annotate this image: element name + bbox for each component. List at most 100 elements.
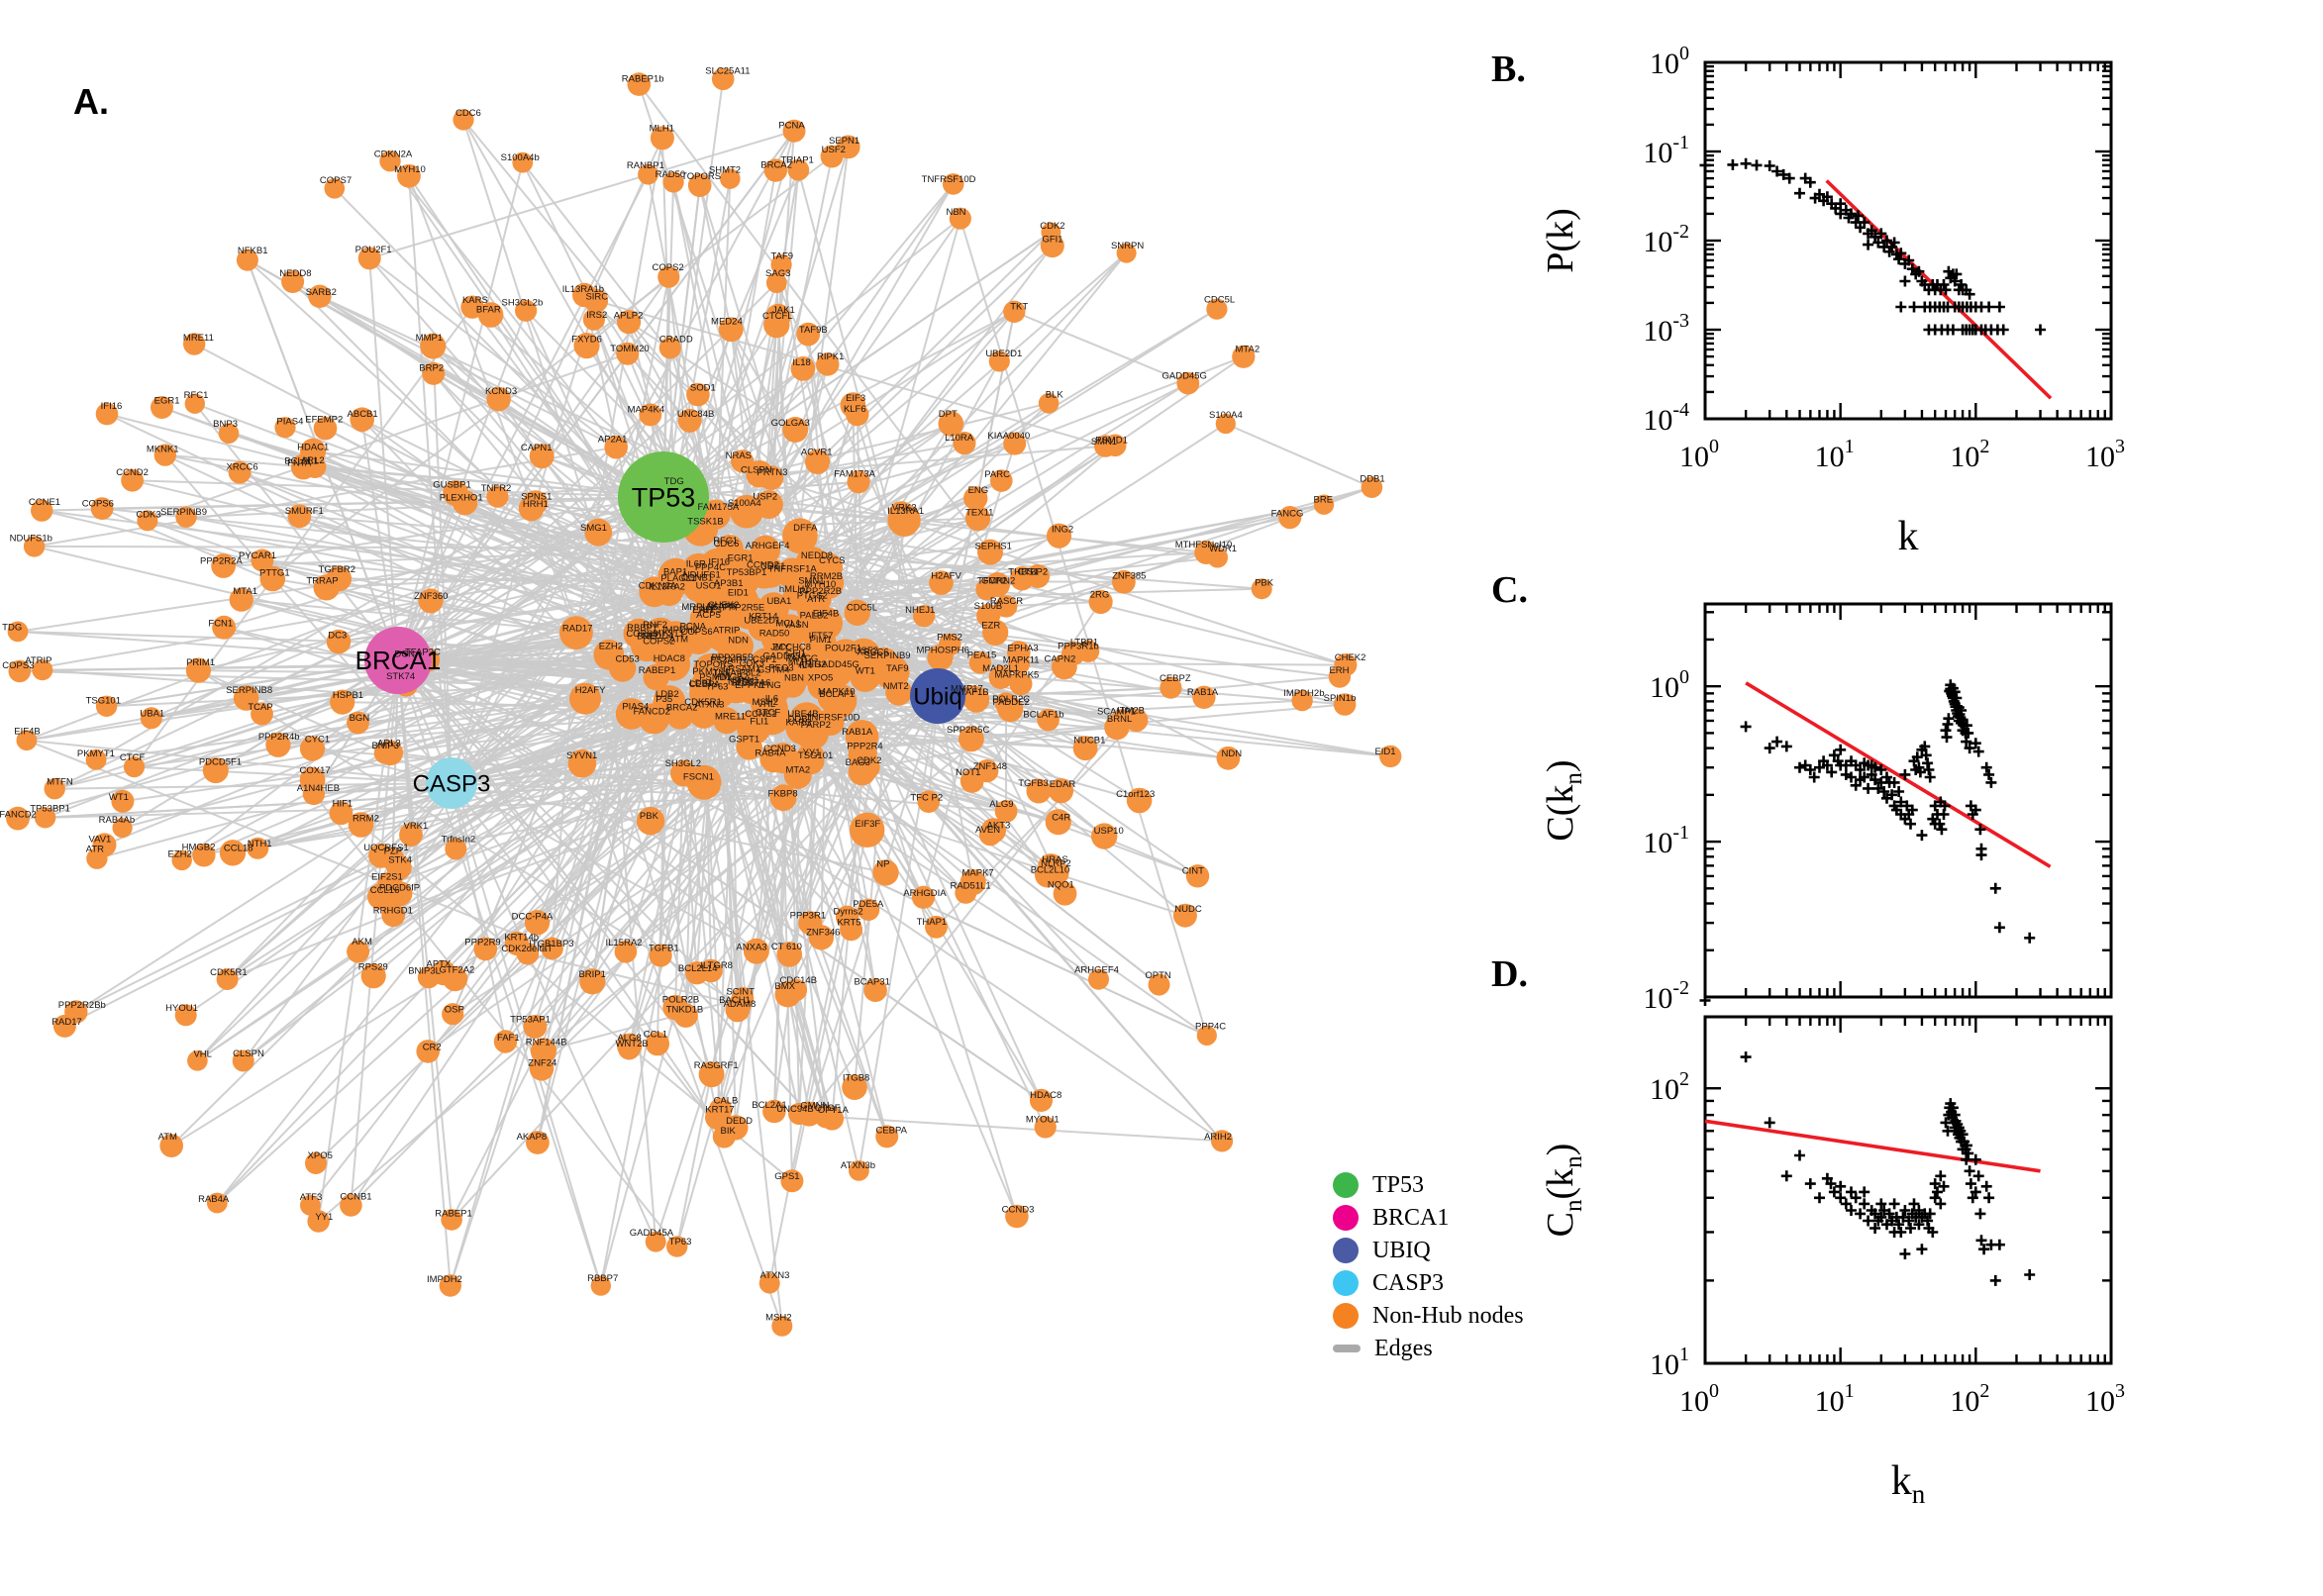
data-point <box>1920 749 1932 761</box>
node-label: UNC84B <box>677 409 715 420</box>
network-node <box>515 299 538 322</box>
node-label: MAPK11 <box>1003 654 1040 665</box>
node-label: PBK <box>640 811 659 822</box>
network-node <box>604 435 628 459</box>
node-label: KRT14 <box>749 611 777 622</box>
network-node <box>911 885 936 909</box>
network-node <box>185 657 211 683</box>
network-node <box>473 937 498 961</box>
node-label: POU2F1 <box>825 643 861 653</box>
node-label: CDK3 <box>740 658 764 669</box>
data-point <box>1983 301 1995 313</box>
network-node <box>1112 569 1136 594</box>
y-tick-label: 100 <box>1650 43 1689 80</box>
data-point <box>1903 254 1915 266</box>
node-label: RABEP1 <box>435 1208 472 1219</box>
panel-d-label: D. <box>1491 953 1528 995</box>
node-label: BFAR <box>476 304 501 315</box>
node-label: HRH1 <box>523 499 549 510</box>
node-label: C1orf123 <box>1116 789 1155 800</box>
node-label: GSPT1 <box>729 735 759 746</box>
node-label: NBN <box>784 673 804 684</box>
network-node <box>960 869 986 896</box>
node-label: GOLGA3 <box>771 418 810 429</box>
node-label: SEPHS1 <box>974 541 1012 551</box>
node-label: ERH <box>692 605 712 616</box>
node-label: DFFA <box>793 523 818 534</box>
node-label: VHL <box>758 699 775 710</box>
node-label: POLR2C <box>992 694 1030 705</box>
node-label: TP53BP1 <box>727 567 767 578</box>
node-label: BRE <box>1314 495 1334 506</box>
data-point <box>1783 172 1795 184</box>
network-node <box>913 605 936 628</box>
node-label: DEDD <box>726 1116 753 1127</box>
node-label: HRAS <box>1042 854 1067 865</box>
node-label: Dyrns2 <box>834 907 863 918</box>
x-axis-title: k <box>1898 514 1919 559</box>
node-label: COPS6 <box>680 627 712 638</box>
hub-label: Ubiq <box>913 683 961 710</box>
network-node <box>840 392 866 419</box>
node-label: AP2A1 <box>598 435 628 446</box>
network-node <box>95 695 118 717</box>
network-edge <box>196 866 400 1062</box>
data-point <box>1780 741 1792 752</box>
data-point <box>1916 1244 1928 1255</box>
network-node <box>776 557 808 589</box>
node-label: RRHGD1 <box>373 906 413 917</box>
node-label: IL13RA1 <box>887 506 924 517</box>
network-edge <box>203 634 725 856</box>
network-node <box>347 711 369 735</box>
node-label: H2AFY <box>575 685 606 696</box>
node-label: SPNS1 <box>521 492 552 503</box>
data-point <box>1985 776 1997 788</box>
node-label: OPT1A <box>818 1105 850 1116</box>
node-label: BCLAF1b <box>1023 710 1063 721</box>
legend: TP53 BRCA1 UBIQ CASP3 Non-Hub nodes Edge… <box>1333 1172 1524 1361</box>
node-label: KIAA0040 <box>987 431 1030 442</box>
network-node <box>1361 476 1383 499</box>
network-node <box>850 812 885 848</box>
network-node <box>360 963 386 989</box>
node-label: BACH1 <box>719 995 751 1006</box>
network-node <box>175 506 197 528</box>
node-label: WT1 <box>109 792 129 803</box>
node-label: ALG9 <box>989 799 1013 810</box>
node-label: ARL3 <box>377 739 401 749</box>
node-label: ARHGEF4 <box>1074 964 1119 975</box>
node-label: PPP2R4b <box>258 732 300 743</box>
network-node <box>159 1134 183 1157</box>
network-node <box>653 685 686 718</box>
node-label: USP10 <box>1094 826 1124 837</box>
hub-label: CASP3 <box>413 770 491 797</box>
node-label: SCINT <box>726 987 755 998</box>
node-label: SMURF1 <box>285 506 324 517</box>
data-point <box>1835 1180 1847 1192</box>
network-node <box>299 736 326 761</box>
data-point <box>1804 764 1816 775</box>
node-label: MAPKPK5 <box>994 670 1039 681</box>
node-label: COPS2 <box>643 637 674 648</box>
node-label: PSMD1 <box>699 672 732 683</box>
node-label: MYH10 <box>804 579 836 590</box>
node-label: CDK2 <box>857 755 881 766</box>
node-label: RAD51L1 <box>950 881 990 892</box>
x-tick-label: 101 <box>1815 436 1855 473</box>
data-point <box>1863 239 1874 250</box>
node-label: CCND2 <box>116 467 149 478</box>
network-node <box>453 109 474 131</box>
node-label: XRCC6 <box>857 648 888 658</box>
network-node <box>964 505 991 532</box>
node-label: PEG3 <box>768 663 793 674</box>
network-node <box>731 986 755 1010</box>
network-node <box>1176 371 1200 395</box>
node-label: IMPDH2b <box>1283 688 1324 699</box>
node-label: RAB1A <box>1187 687 1219 698</box>
network-edge <box>226 363 829 980</box>
network-node <box>218 423 240 445</box>
node-label: CDK5R1 <box>684 697 722 708</box>
network-node <box>111 789 135 813</box>
network-node <box>995 595 1018 618</box>
network-node <box>1291 689 1313 712</box>
